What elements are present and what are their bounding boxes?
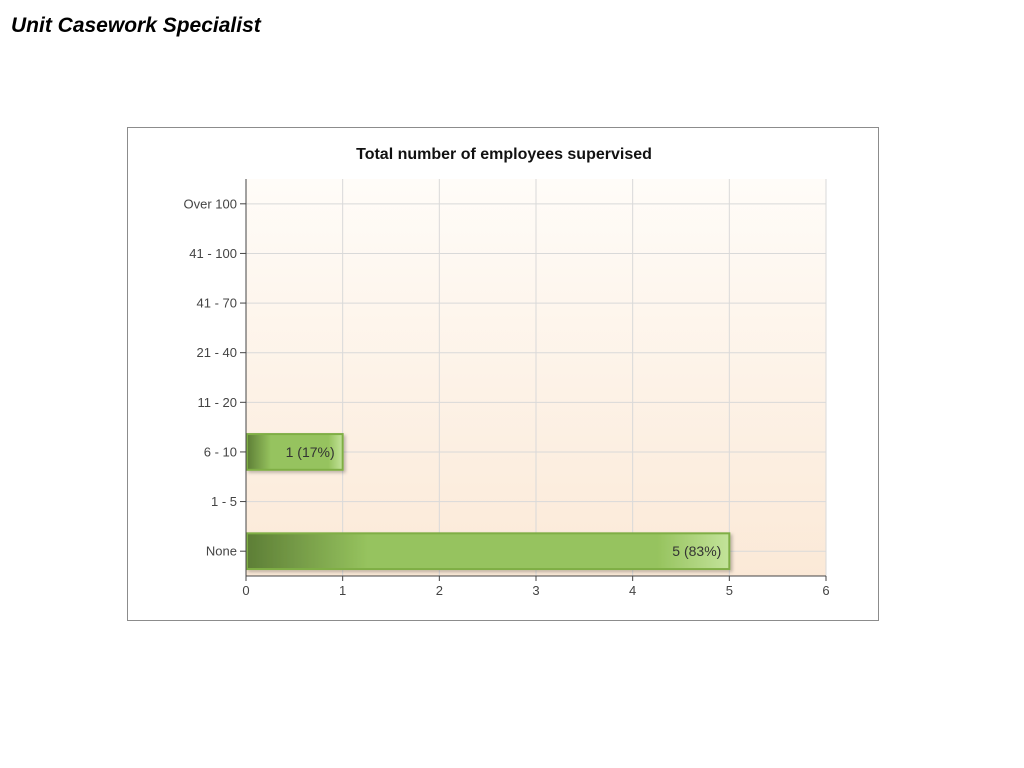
y-category-label: Over 100 — [184, 196, 237, 211]
y-category-label: 21 - 40 — [197, 345, 237, 360]
x-tick-label: 6 — [822, 583, 829, 598]
x-tick-label: 1 — [339, 583, 346, 598]
bar — [246, 433, 344, 471]
page-heading: Unit Casework Specialist — [11, 14, 261, 37]
x-tick-label: 4 — [629, 583, 636, 598]
bar-data-label: 1 (17%) — [286, 444, 335, 460]
chart-container: Total number of employees supervised 0 1 2… — [127, 127, 879, 621]
x-tick-label: 2 — [436, 583, 443, 598]
y-category-label: 41 - 100 — [189, 246, 237, 261]
bar-chart: Total number of employees supervised 0 1 2… — [184, 146, 830, 598]
y-category-label: None — [206, 544, 237, 559]
x-tick-label: 5 — [726, 583, 733, 598]
y-category-label: 6 - 10 — [204, 444, 237, 459]
x-tick-label: 0 — [242, 583, 249, 598]
y-category-label: 41 - 70 — [197, 296, 237, 311]
bar-data-label: 5 (83%) — [672, 543, 721, 559]
chart-title: Total number of employees supervised — [356, 146, 652, 163]
bar — [246, 532, 731, 571]
y-category-label: 11 - 20 — [197, 395, 237, 410]
y-category-label: 1 - 5 — [211, 494, 237, 509]
x-tick-label: 3 — [532, 583, 539, 598]
